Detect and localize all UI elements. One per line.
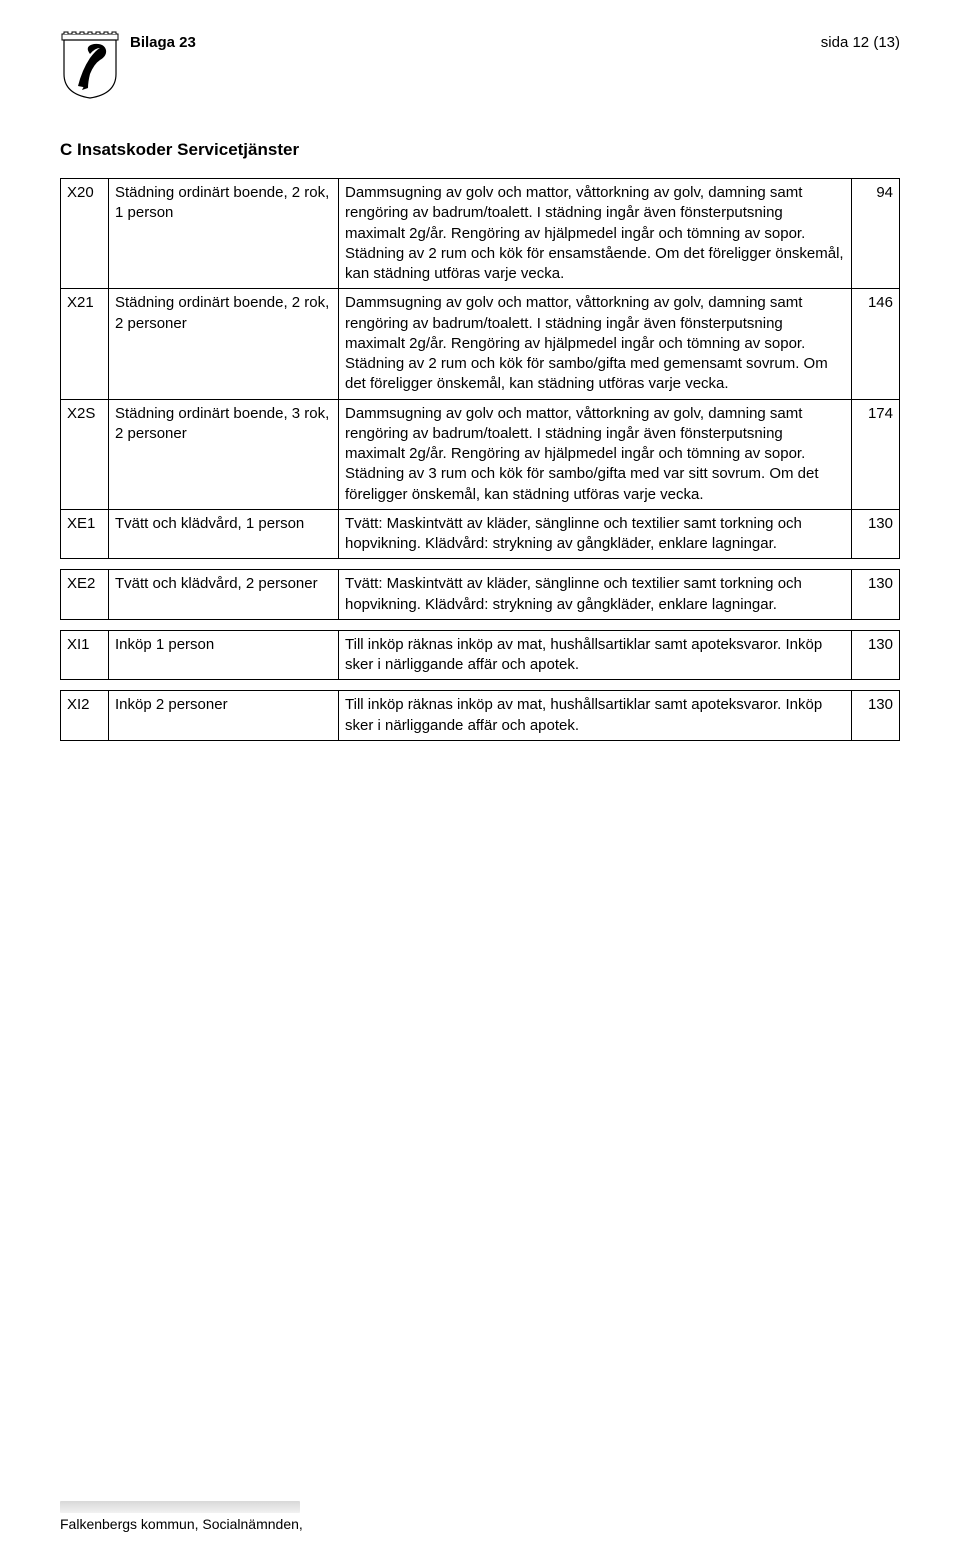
value-cell: 130 xyxy=(852,509,900,559)
code-cell: X20 xyxy=(61,179,109,289)
value-cell: 146 xyxy=(852,289,900,399)
code-cell: X2S xyxy=(61,399,109,509)
header-left: Bilaga 23 xyxy=(130,30,196,51)
municipal-crest-icon xyxy=(60,30,120,100)
desc-cell: Tvätt: Maskintvätt av kläder, sänglinne … xyxy=(339,570,852,620)
codes-table-1: X20 Städning ordinärt boende, 2 rok, 1 p… xyxy=(60,178,900,559)
table-row: XE2 Tvätt och klädvård, 2 personer Tvätt… xyxy=(61,570,900,620)
value-cell: 130 xyxy=(852,630,900,680)
table-row: XI1 Inköp 1 person Till inköp räknas ink… xyxy=(61,630,900,680)
code-cell: XI2 xyxy=(61,691,109,741)
name-cell: Inköp 1 person xyxy=(109,630,339,680)
desc-cell: Dammsugning av golv och mattor, våttorkn… xyxy=(339,399,852,509)
name-cell: Städning ordinärt boende, 3 rok, 2 perso… xyxy=(109,399,339,509)
value-cell: 130 xyxy=(852,691,900,741)
name-cell: Städning ordinärt boende, 2 rok, 1 perso… xyxy=(109,179,339,289)
table-row: X20 Städning ordinärt boende, 2 rok, 1 p… xyxy=(61,179,900,289)
desc-cell: Dammsugning av golv och mattor, våttorkn… xyxy=(339,179,852,289)
section-title: C Insatskoder Servicetjänster xyxy=(60,140,900,160)
footer-bar-icon xyxy=(60,1501,300,1513)
codes-table-2: XE2 Tvätt och klädvård, 2 personer Tvätt… xyxy=(60,569,900,620)
name-cell: Tvätt och klädvård, 1 person xyxy=(109,509,339,559)
table-spacer xyxy=(60,559,900,569)
footer-text: Falkenbergs kommun, Socialnämnden, xyxy=(60,1516,303,1532)
code-cell: XE2 xyxy=(61,570,109,620)
table-row: XI2 Inköp 2 personer Till inköp räknas i… xyxy=(61,691,900,741)
desc-cell: Tvätt: Maskintvätt av kläder, sänglinne … xyxy=(339,509,852,559)
name-cell: Tvätt och klädvård, 2 personer xyxy=(109,570,339,620)
page-footer: Falkenbergs kommun, Socialnämnden, xyxy=(60,1501,303,1532)
desc-cell: Till inköp räknas inköp av mat, hushålls… xyxy=(339,691,852,741)
name-cell: Städning ordinärt boende, 2 rok, 2 perso… xyxy=(109,289,339,399)
value-cell: 130 xyxy=(852,570,900,620)
value-cell: 94 xyxy=(852,179,900,289)
page: Bilaga 23 sida 12 (13) C Insatskoder Ser… xyxy=(0,0,960,1562)
code-cell: XE1 xyxy=(61,509,109,559)
code-cell: XI1 xyxy=(61,630,109,680)
table-spacer xyxy=(60,680,900,690)
table-row: XE1 Tvätt och klädvård, 1 person Tvätt: … xyxy=(61,509,900,559)
codes-table-3: XI1 Inköp 1 person Till inköp räknas ink… xyxy=(60,630,900,681)
table-row: X21 Städning ordinärt boende, 2 rok, 2 p… xyxy=(61,289,900,399)
codes-table-4: XI2 Inköp 2 personer Till inköp räknas i… xyxy=(60,690,900,741)
page-header: Bilaga 23 sida 12 (13) xyxy=(60,30,900,100)
desc-cell: Dammsugning av golv och mattor, våttorkn… xyxy=(339,289,852,399)
table-spacer xyxy=(60,620,900,630)
name-cell: Inköp 2 personer xyxy=(109,691,339,741)
code-cell: X21 xyxy=(61,289,109,399)
header-right: sida 12 (13) xyxy=(821,30,900,51)
value-cell: 174 xyxy=(852,399,900,509)
table-row: X2S Städning ordinärt boende, 3 rok, 2 p… xyxy=(61,399,900,509)
desc-cell: Till inköp räknas inköp av mat, hushålls… xyxy=(339,630,852,680)
